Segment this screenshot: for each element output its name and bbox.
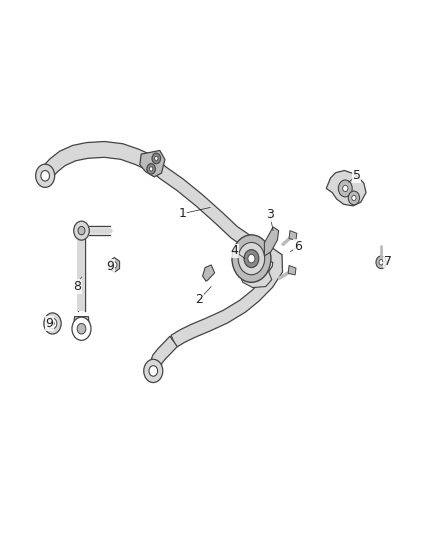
Circle shape bbox=[74, 221, 89, 240]
Polygon shape bbox=[326, 171, 366, 206]
Circle shape bbox=[48, 318, 57, 329]
Polygon shape bbox=[42, 141, 154, 179]
Polygon shape bbox=[238, 268, 272, 288]
Circle shape bbox=[35, 164, 55, 188]
Circle shape bbox=[149, 167, 153, 171]
Circle shape bbox=[112, 262, 117, 268]
Polygon shape bbox=[150, 336, 177, 368]
Circle shape bbox=[376, 256, 386, 269]
Text: 9: 9 bbox=[106, 260, 114, 273]
Polygon shape bbox=[265, 227, 279, 256]
Circle shape bbox=[152, 153, 161, 164]
Text: 5: 5 bbox=[353, 169, 360, 182]
Circle shape bbox=[348, 191, 360, 205]
Circle shape bbox=[232, 235, 271, 282]
Circle shape bbox=[352, 195, 356, 200]
Polygon shape bbox=[202, 265, 215, 281]
Circle shape bbox=[248, 254, 255, 263]
Circle shape bbox=[44, 313, 61, 334]
Circle shape bbox=[41, 171, 49, 181]
Polygon shape bbox=[149, 158, 250, 247]
Text: 8: 8 bbox=[73, 280, 81, 293]
Polygon shape bbox=[171, 235, 283, 348]
Circle shape bbox=[343, 185, 348, 191]
Text: 1: 1 bbox=[178, 207, 186, 220]
Circle shape bbox=[77, 317, 86, 327]
Circle shape bbox=[72, 317, 91, 341]
Polygon shape bbox=[78, 239, 85, 311]
Circle shape bbox=[338, 180, 352, 197]
Polygon shape bbox=[109, 257, 120, 272]
Polygon shape bbox=[74, 317, 89, 339]
Polygon shape bbox=[140, 150, 165, 177]
Text: 2: 2 bbox=[196, 293, 204, 306]
Circle shape bbox=[238, 243, 265, 274]
Polygon shape bbox=[288, 265, 296, 275]
Circle shape bbox=[51, 321, 54, 326]
Text: 7: 7 bbox=[384, 255, 392, 268]
Text: 3: 3 bbox=[266, 208, 274, 221]
Circle shape bbox=[244, 249, 259, 268]
Text: 9: 9 bbox=[46, 317, 53, 330]
Circle shape bbox=[147, 164, 155, 174]
Circle shape bbox=[379, 260, 383, 265]
Text: 4: 4 bbox=[230, 244, 238, 257]
Circle shape bbox=[77, 324, 86, 334]
Circle shape bbox=[78, 227, 85, 235]
Polygon shape bbox=[289, 231, 297, 240]
Circle shape bbox=[149, 366, 158, 376]
Circle shape bbox=[144, 359, 163, 383]
Circle shape bbox=[155, 156, 158, 160]
Text: 6: 6 bbox=[294, 240, 302, 253]
